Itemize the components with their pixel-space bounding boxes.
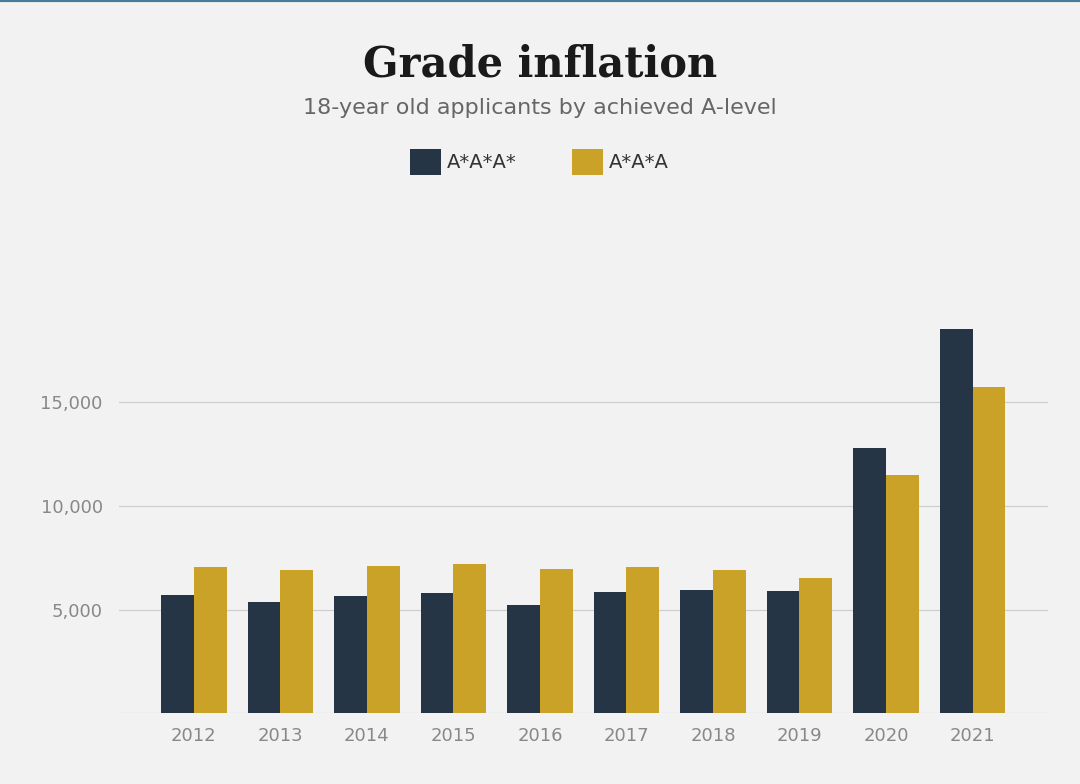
Text: Grade inflation: Grade inflation: [363, 43, 717, 85]
Bar: [799, 579, 833, 713]
Bar: [281, 570, 313, 713]
Bar: [626, 567, 659, 713]
Text: A*A*A*: A*A*A*: [447, 153, 517, 172]
Bar: [540, 569, 572, 713]
Bar: [713, 570, 746, 713]
Text: 18-year old applicants by achieved A-level: 18-year old applicants by achieved A-lev…: [303, 98, 777, 118]
Bar: [767, 591, 799, 713]
Bar: [420, 593, 454, 713]
Bar: [972, 387, 1005, 713]
Bar: [367, 566, 400, 713]
Bar: [161, 595, 194, 713]
Bar: [247, 602, 281, 713]
Bar: [594, 592, 626, 713]
Bar: [508, 605, 540, 713]
Bar: [680, 590, 713, 713]
Text: A*A*A: A*A*A: [609, 153, 669, 172]
Bar: [454, 564, 486, 713]
Bar: [940, 329, 972, 713]
Bar: [886, 474, 919, 713]
Bar: [334, 596, 367, 713]
Bar: [194, 567, 227, 713]
Bar: [853, 448, 886, 713]
